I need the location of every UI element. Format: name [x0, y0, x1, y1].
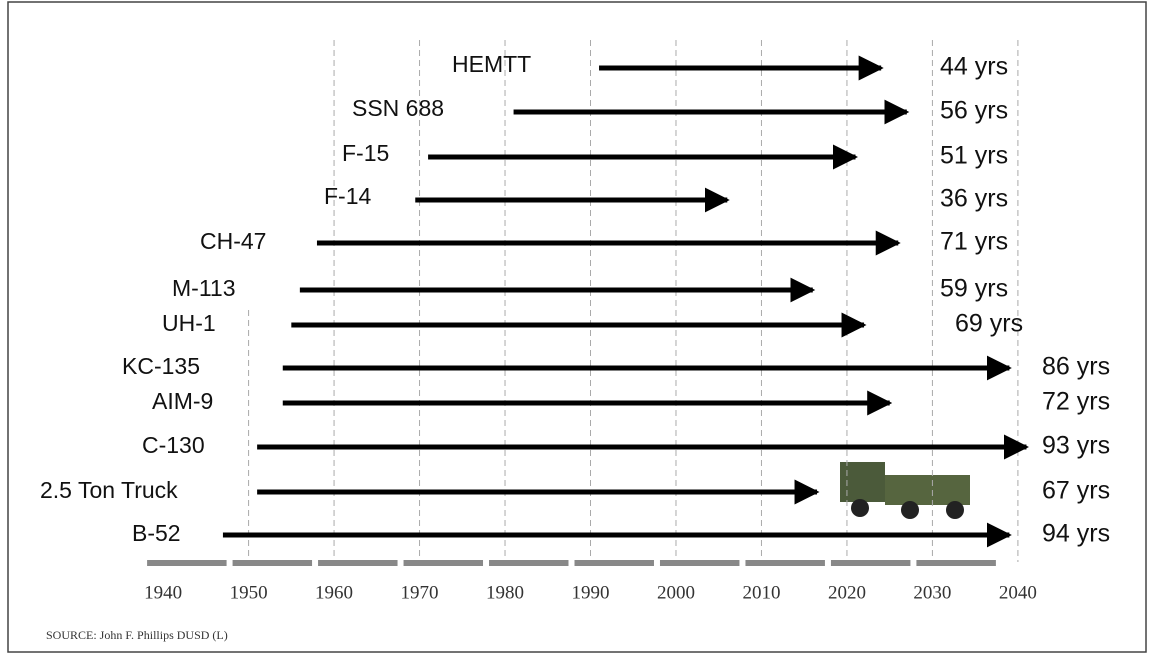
system-name: HEMTT: [452, 51, 531, 77]
system-name: SSN 688: [352, 95, 444, 121]
system-name: F-14: [324, 183, 372, 209]
service-life-label: 69 yrs: [955, 310, 1023, 338]
truck-icon: [840, 462, 970, 519]
system-name: 2.5 Ton Truck: [40, 477, 178, 503]
x-tick-label: 2000: [657, 582, 695, 603]
service-life-label: 94 yrs: [1042, 520, 1110, 548]
x-tick-label: 2010: [742, 582, 780, 603]
system-name: C-130: [142, 432, 205, 458]
system-name: F-15: [342, 140, 389, 166]
x-tick-label: 1950: [230, 582, 268, 603]
x-tick-label: 1970: [401, 582, 439, 603]
system-name: B-52: [132, 520, 181, 546]
source: SOURCE: John F. Phillips DUSD (L): [46, 628, 228, 642]
service-life-label: 72 yrs: [1042, 388, 1110, 416]
system-name: AIM-9: [152, 388, 213, 414]
x-tick-label: 1990: [572, 582, 610, 603]
service-life-label: 56 yrs: [940, 97, 1008, 125]
service-life-label: 93 yrs: [1042, 432, 1110, 460]
service-life-label: 71 yrs: [940, 228, 1008, 256]
system-name: KC-135: [122, 353, 200, 379]
x-tick-label: 1980: [486, 582, 524, 603]
service-life-label: 44 yrs: [940, 53, 1008, 81]
system-name: UH-1: [162, 310, 216, 336]
x-tick-label: 1960: [315, 582, 353, 603]
frame: [7, 1, 1147, 653]
service-life-label: 86 yrs: [1042, 353, 1110, 381]
service-life-label: 67 yrs: [1042, 477, 1110, 505]
system-name: CH-47: [200, 228, 266, 254]
service-life-label: 36 yrs: [940, 185, 1008, 213]
system-name: M-113: [172, 275, 236, 301]
x-tick-label: 1940: [144, 582, 182, 603]
x-tick-label: 2020: [828, 582, 866, 603]
x-tick-label: 2030: [913, 582, 951, 603]
x-tick-label: 2040: [999, 582, 1037, 603]
service-life-label: 59 yrs: [940, 275, 1008, 303]
service-life-label: 51 yrs: [940, 142, 1008, 170]
